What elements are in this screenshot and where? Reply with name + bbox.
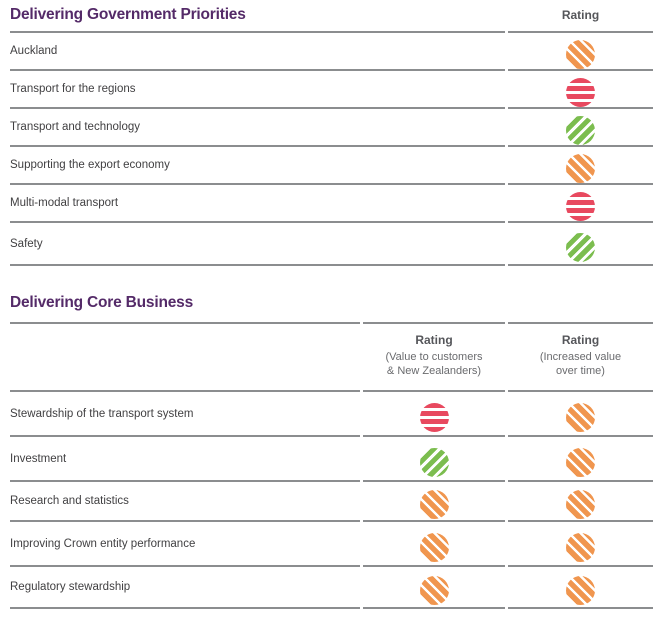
row-label: Transport and technology <box>10 109 505 147</box>
rating-cell-value-to-customers <box>363 482 505 522</box>
section2-header-row: Delivering Core Business <box>10 288 653 324</box>
rating-icon-amber <box>566 154 595 183</box>
rating-cell <box>508 71 653 109</box>
rating-cell-increased-value <box>508 392 653 437</box>
table-row: Improving Crown entity performance <box>10 522 653 567</box>
section2-rating-column2-header: Rating (Increased value over time) <box>508 324 653 392</box>
rating-icon-green <box>566 232 595 262</box>
table-row: Supporting the export economy <box>10 147 653 185</box>
row-label: Regulatory stewardship <box>10 567 360 609</box>
section-government-priorities: Delivering Government Priorities Rating … <box>10 0 653 266</box>
rating-cell <box>508 185 653 223</box>
rating-icon-amber <box>419 532 449 562</box>
section2-rows: Stewardship of the transport system Inves… <box>10 392 653 609</box>
section1-title: Delivering Government Priorities <box>10 0 505 33</box>
table-row: Multi-modal transport <box>10 185 653 223</box>
rating-subheader-1: (Value to customers & New Zealanders) <box>363 351 505 378</box>
rating-subheader-1-line2: & New Zealanders) <box>386 364 482 377</box>
rating-icon-amber <box>566 40 595 69</box>
rating-icon-green <box>566 116 595 145</box>
rating-icon-red <box>419 402 449 432</box>
section2-rating-column1-header: Rating (Value to customers & New Zealand… <box>363 324 505 392</box>
rating-cell-value-to-customers <box>363 567 505 609</box>
section2-title: Delivering Core Business <box>10 288 360 324</box>
section2-column-headers: Rating (Value to customers & New Zealand… <box>10 324 653 392</box>
rating-cell-increased-value <box>508 437 653 482</box>
table-row: Research and statistics <box>10 482 653 522</box>
rating-header-2: Rating <box>561 333 600 347</box>
rating-subheader-2: (Increased value over time) <box>508 351 653 378</box>
row-label: Safety <box>10 223 505 266</box>
rating-cell <box>508 109 653 147</box>
rating-icon-red <box>566 192 595 221</box>
rating-subheader-1-line1: (Value to customers <box>385 351 483 363</box>
table-row: Transport and technology <box>10 109 653 147</box>
rating-cell <box>508 147 653 185</box>
rating-cell-increased-value <box>508 482 653 522</box>
table-row: Transport for the regions <box>10 71 653 109</box>
row-label: Improving Crown entity performance <box>10 522 360 567</box>
rating-icon-amber <box>419 576 449 605</box>
row-label: Research and statistics <box>10 482 360 522</box>
section1-rating-column-header: Rating <box>508 0 653 33</box>
table-row: Safety <box>10 223 653 266</box>
row-label: Stewardship of the transport system <box>10 392 360 437</box>
rating-icon-red <box>566 78 595 107</box>
row-label: Multi-modal transport <box>10 185 505 223</box>
rating-subheader-2-line1: (Increased value <box>539 351 622 363</box>
rating-cell-increased-value <box>508 522 653 567</box>
row-label: Auckland <box>10 33 505 71</box>
rating-icon-amber <box>566 447 595 477</box>
row-label: Supporting the export economy <box>10 147 505 185</box>
section2-title-col2-spacer <box>508 288 653 324</box>
rating-cell <box>508 223 653 266</box>
rating-icon-amber <box>419 490 449 519</box>
rating-icon-amber <box>566 490 595 519</box>
section-core-business: Delivering Core Business Rating (Value t… <box>10 288 653 609</box>
rating-icon-amber <box>566 576 595 605</box>
section2-colhead-spacer <box>10 324 360 392</box>
row-label: Transport for the regions <box>10 71 505 109</box>
table-row: Investment <box>10 437 653 482</box>
rating-header-1: Rating <box>415 333 453 347</box>
rating-cell-increased-value <box>508 567 653 609</box>
rating-icon-green <box>419 447 449 477</box>
table-row: Regulatory stewardship <box>10 567 653 609</box>
rating-icon-amber <box>566 532 595 562</box>
rating-cell <box>508 33 653 71</box>
section1-rows: Auckland Transport for the regions Transpo… <box>10 33 653 266</box>
rating-cell-value-to-customers <box>363 522 505 567</box>
rating-subheader-2-line2: over time) <box>556 364 605 377</box>
section2-title-col1-spacer <box>363 288 505 324</box>
rating-cell-value-to-customers <box>363 392 505 437</box>
row-label: Investment <box>10 437 360 482</box>
rating-icon-amber <box>566 402 595 432</box>
rating-cell-value-to-customers <box>363 437 505 482</box>
table-row: Stewardship of the transport system <box>10 392 653 437</box>
section1-header-row: Delivering Government Priorities Rating <box>10 0 653 33</box>
table-row: Auckland <box>10 33 653 71</box>
